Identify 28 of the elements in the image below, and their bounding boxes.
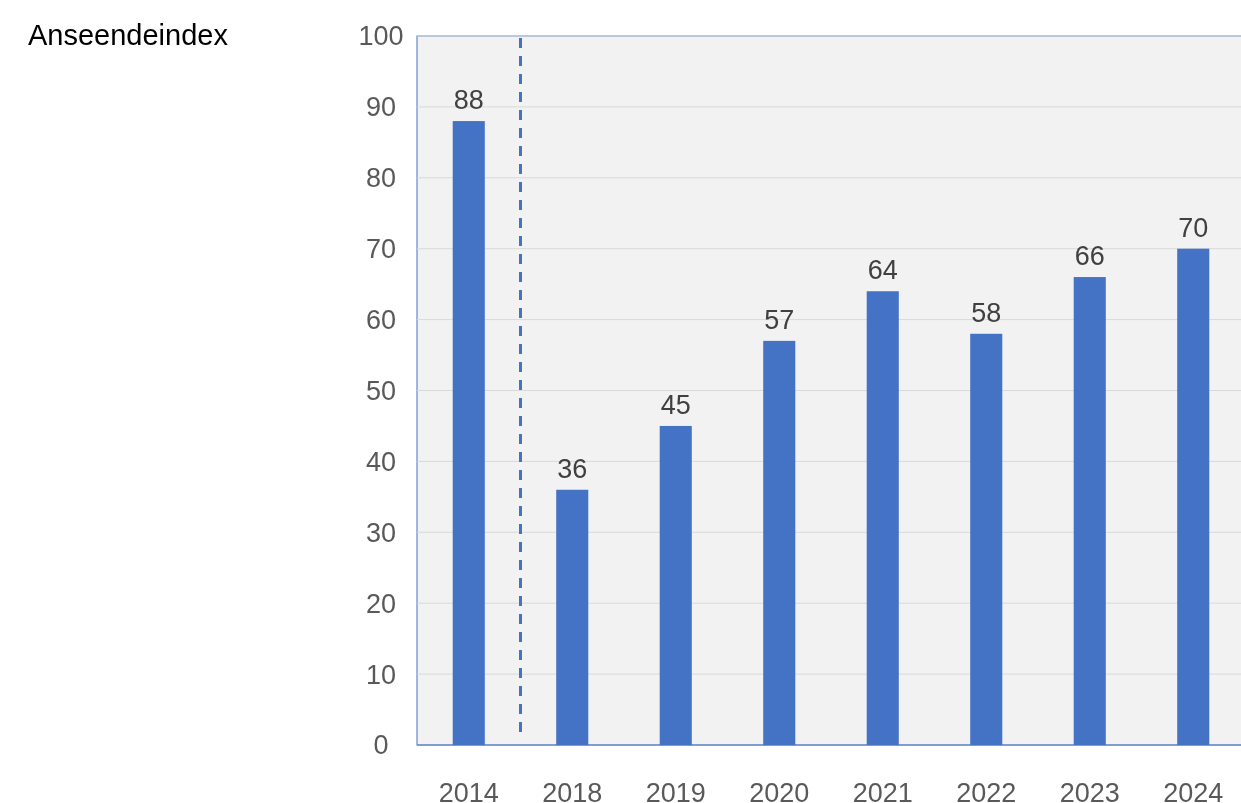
x-tick-label: 2018 xyxy=(542,778,603,803)
y-tick-label: 70 xyxy=(365,234,397,265)
data-label: 70 xyxy=(1178,212,1209,243)
x-tick-label: 2020 xyxy=(749,778,810,803)
y-tick-label: 40 xyxy=(365,446,397,477)
data-label: 45 xyxy=(660,389,691,420)
data-label: 36 xyxy=(557,453,588,484)
y-tick-label: 80 xyxy=(365,163,397,194)
y-tick-label: 30 xyxy=(365,517,397,548)
x-tick-label: 2019 xyxy=(645,778,706,803)
data-label: 58 xyxy=(971,297,1002,328)
data-label: 57 xyxy=(764,304,795,335)
y-tick-label: 60 xyxy=(365,305,397,336)
data-label: 64 xyxy=(867,255,898,286)
data-label: 88 xyxy=(453,85,484,116)
x-tick-label: 2022 xyxy=(956,778,1017,803)
y-tick-label: 10 xyxy=(365,659,397,690)
x-tick-label: 2021 xyxy=(852,778,913,803)
x-tick-label: 2023 xyxy=(1059,778,1120,803)
y-tick-label: 20 xyxy=(365,588,397,619)
data-label: 66 xyxy=(1074,241,1105,272)
y-tick-label: 90 xyxy=(365,92,397,123)
y-tick-label: 100 xyxy=(358,21,404,52)
y-tick-label: 50 xyxy=(365,375,397,406)
y-tick-label: 0 xyxy=(373,730,389,761)
x-tick-label: 2024 xyxy=(1163,778,1224,803)
x-tick-label: 2014 xyxy=(438,778,499,803)
y-axis-title: Anseendeindex xyxy=(28,19,229,51)
